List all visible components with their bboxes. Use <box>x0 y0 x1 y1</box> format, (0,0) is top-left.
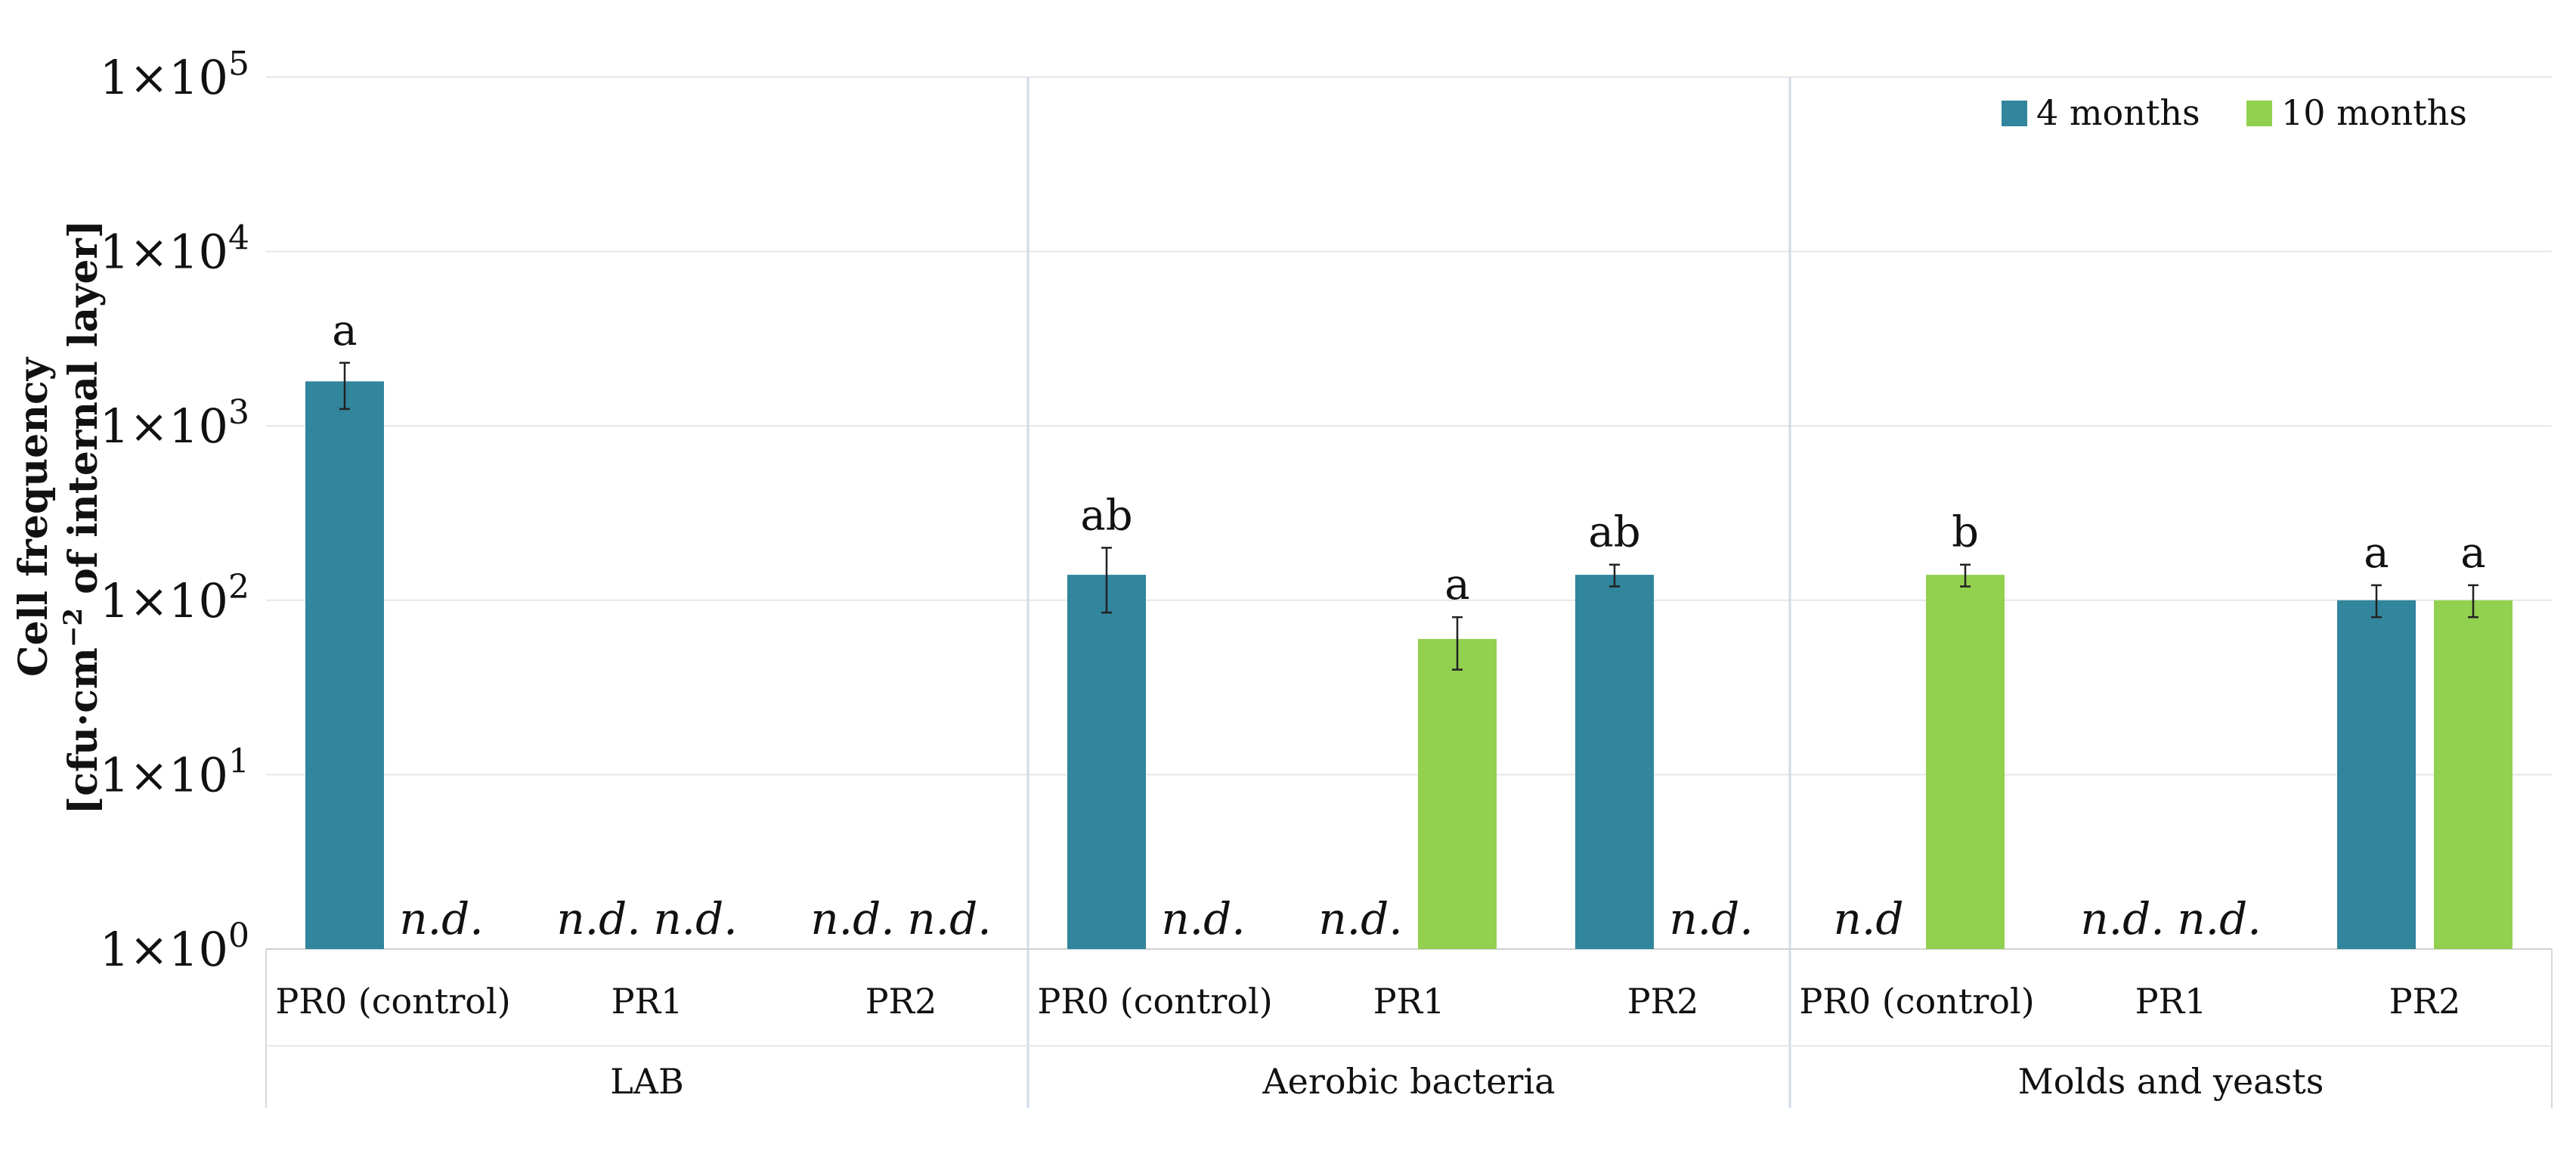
category-label: PR1 <box>611 981 683 1022</box>
not-detected-label: n.d. <box>810 893 894 944</box>
category-label: PR1 <box>1373 981 1445 1022</box>
category-label: PR2 <box>865 981 937 1022</box>
legend-swatch <box>2246 101 2272 126</box>
y-tick-label: 1×100 <box>100 917 249 978</box>
bar <box>305 381 384 949</box>
significance-label: a <box>332 306 357 355</box>
significance-label: ab <box>1080 491 1132 540</box>
not-detected-label: n.d. <box>907 893 991 944</box>
y-axis-label-line1: Cell frequency <box>11 356 57 677</box>
bar <box>1067 575 1146 949</box>
not-detected-label: n.d. <box>2177 893 2261 944</box>
significance-label: ab <box>1588 508 1640 557</box>
y-tick-exponent: 3 <box>228 393 249 432</box>
category-label: PR0 (control) <box>1799 981 2034 1022</box>
y-axis-label-line2-pre: [cfu·cm <box>60 647 107 814</box>
y-tick-base: 1×10 <box>100 50 228 105</box>
not-detected-label: n.d. <box>2080 893 2164 944</box>
y-tick-label: 1×104 <box>100 219 249 280</box>
y-tick-base: 1×10 <box>100 747 228 802</box>
y-tick-label: 1×105 <box>100 45 249 106</box>
legend-label: 4 months <box>2036 92 2200 133</box>
legend-label: 10 months <box>2281 92 2467 133</box>
significance-label: a <box>2364 529 2389 578</box>
bar <box>1575 575 1654 949</box>
significance-label: a <box>2460 529 2485 578</box>
y-tick-base: 1×10 <box>100 399 228 454</box>
y-tick-label: 1×103 <box>100 393 249 454</box>
y-tick-base: 1×10 <box>100 922 228 977</box>
y-axis-label: Cell frequency [cfu·cm−2 of internal lay… <box>11 220 107 815</box>
y-axis-label-line2: [cfu·cm−2 of internal layer] <box>58 220 107 815</box>
x-axis: PR0 (control) PR1 PR2 LAB PR0 (control) PR1 PR… <box>265 949 2553 1108</box>
y-tick-exponent: 0 <box>228 917 249 955</box>
category-label: PR2 <box>2389 981 2461 1022</box>
significance-label: a <box>1444 560 1469 609</box>
category-label: PR2 <box>1627 981 1699 1022</box>
bars <box>305 381 2513 949</box>
y-tick-exponent: 5 <box>228 45 249 83</box>
category-label: PR0 (control) <box>1037 981 1272 1022</box>
y-axis-label-line2-sup: −2 <box>58 608 88 647</box>
error-bars <box>339 361 2478 671</box>
y-tick-label: 1×102 <box>100 567 249 628</box>
group-separators <box>1026 77 1791 1108</box>
category-label: PR0 (control) <box>275 981 510 1022</box>
bar <box>1418 638 1497 949</box>
bar <box>1926 575 2005 949</box>
legend: 4 months 10 months <box>2002 92 2467 133</box>
group-label: Molds and yeasts <box>2018 1061 2324 1102</box>
y-tick-exponent: 2 <box>228 567 249 606</box>
bar <box>2434 600 2513 949</box>
group-label: Aerobic bacteria <box>1262 1061 1555 1102</box>
group-label: LAB <box>610 1061 684 1102</box>
not-detected-label: n.d. <box>399 893 483 944</box>
legend-swatch <box>2002 101 2027 126</box>
not-detected-label: n.d. <box>1161 893 1245 944</box>
y-tick-exponent: 1 <box>228 742 249 780</box>
y-tick-exponent: 4 <box>228 219 249 257</box>
y-axis-label-line2-post: of internal layer] <box>60 220 107 608</box>
bar <box>2337 600 2416 949</box>
not-detected-label: n.d. <box>556 893 640 944</box>
not-detected-label: n.d. <box>653 893 737 944</box>
y-tick-base: 1×10 <box>100 573 228 628</box>
significance-label: b <box>1952 508 1979 557</box>
not-detected-label: n.d. <box>1669 893 1753 944</box>
not-detected-label: n.d <box>1834 893 1904 944</box>
y-tick-label: 1×101 <box>100 742 249 803</box>
category-label: PR1 <box>2135 981 2207 1022</box>
gridlines <box>266 76 2552 950</box>
not-detected-label: n.d. <box>1318 893 1402 944</box>
y-tick-base: 1×10 <box>100 225 228 280</box>
